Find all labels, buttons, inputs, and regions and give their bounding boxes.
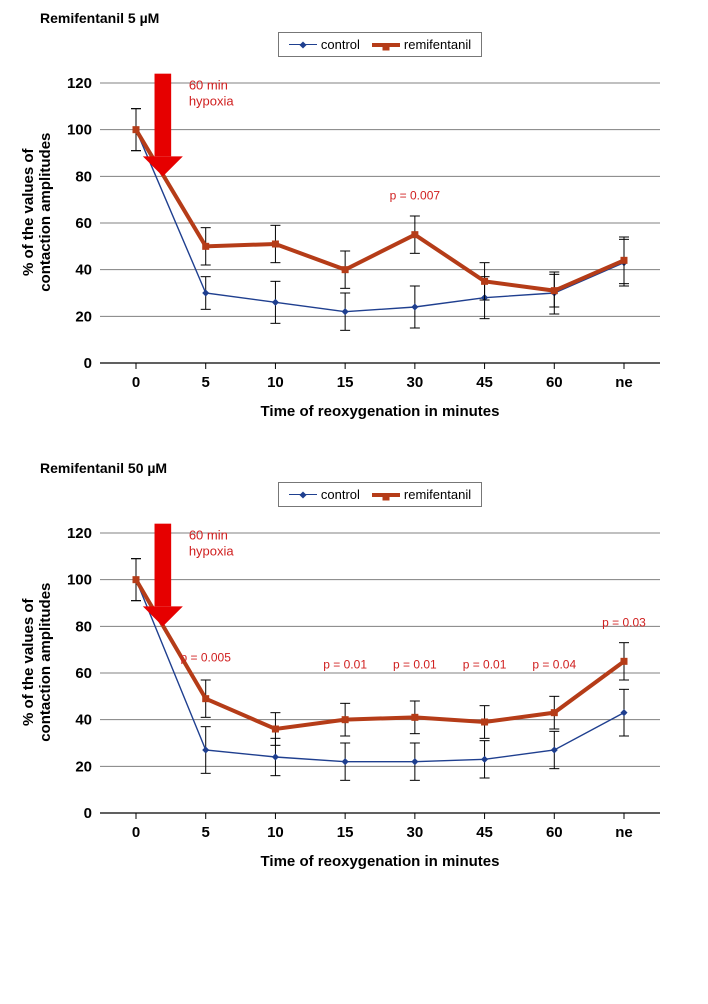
- svg-text:30: 30: [407, 374, 424, 391]
- svg-text:60: 60: [546, 374, 563, 391]
- chart-title: Remifentanil 50 µM: [40, 460, 698, 476]
- svg-text:0: 0: [84, 355, 92, 372]
- svg-text:5: 5: [202, 824, 210, 841]
- hypoxia-arrow-icon: [143, 524, 183, 627]
- svg-text:40: 40: [75, 262, 92, 279]
- legend: control remifentanil: [278, 32, 482, 57]
- legend-label: remifentanil: [404, 487, 471, 502]
- p-value-label: p = 0.01: [323, 657, 367, 671]
- legend-label: remifentanil: [404, 37, 471, 52]
- x-axis-label: Time of reoxygenation in minutes: [100, 853, 660, 870]
- chart-title: Remifentanil 5 µM: [40, 10, 698, 26]
- legend-item-control: control: [289, 37, 360, 52]
- svg-text:15: 15: [337, 374, 354, 391]
- legend-item-remifentanil: remifentanil: [372, 487, 471, 502]
- svg-text:5: 5: [202, 374, 210, 391]
- svg-text:0: 0: [84, 805, 92, 822]
- svg-text:60 min: 60 min: [189, 528, 228, 543]
- svg-text:10: 10: [267, 374, 284, 391]
- svg-text:60 min: 60 min: [189, 78, 228, 93]
- svg-text:0: 0: [132, 824, 140, 841]
- svg-text:100: 100: [67, 122, 92, 139]
- svg-text:100: 100: [67, 572, 92, 589]
- svg-text:ne: ne: [615, 374, 633, 391]
- svg-text:ne: ne: [615, 824, 633, 841]
- legend-item-remifentanil: remifentanil: [372, 37, 471, 52]
- p-value-label: p = 0.01: [393, 657, 437, 671]
- svg-text:60: 60: [75, 215, 92, 232]
- legend-item-control: control: [289, 487, 360, 502]
- svg-text:40: 40: [75, 712, 92, 729]
- chart-0: Remifentanil 5 µM control remifentanil % of…: [10, 10, 698, 420]
- p-value-label: p = 0.04: [532, 657, 576, 671]
- svg-text:15: 15: [337, 824, 354, 841]
- p-value-label: p = 0.03: [602, 615, 646, 629]
- svg-text:0: 0: [132, 374, 140, 391]
- svg-text:80: 80: [75, 618, 92, 635]
- p-value-label: p = 0.007: [390, 189, 441, 203]
- svg-text:60: 60: [75, 665, 92, 682]
- x-axis-label: Time of reoxygenation in minutes: [100, 403, 660, 420]
- p-value-label: p = 0.005: [181, 650, 232, 664]
- svg-text:20: 20: [75, 758, 92, 775]
- legend: control remifentanil: [278, 482, 482, 507]
- svg-text:30: 30: [407, 824, 424, 841]
- svg-text:20: 20: [75, 308, 92, 325]
- chart-1: Remifentanil 50 µM control remifentanil % o…: [10, 460, 698, 870]
- plot-svg: 0 20 40 60 80 100 120 0 5 10 15 30 45 60 ne 60 minhypox…: [10, 63, 680, 403]
- svg-text:hypoxia: hypoxia: [189, 94, 235, 109]
- svg-text:120: 120: [67, 525, 92, 542]
- legend-label: control: [321, 37, 360, 52]
- svg-text:45: 45: [476, 374, 493, 391]
- p-value-label: p = 0.01: [463, 657, 507, 671]
- svg-text:80: 80: [75, 168, 92, 185]
- legend-label: control: [321, 487, 360, 502]
- plot-svg: 0 20 40 60 80 100 120 0 5 10 15 30 45 60 ne 60 minhypox…: [10, 513, 680, 853]
- svg-text:60: 60: [546, 824, 563, 841]
- svg-text:45: 45: [476, 824, 493, 841]
- y-axis-label: % of the values ofcontaction amplitudes: [20, 533, 54, 791]
- svg-text:10: 10: [267, 824, 284, 841]
- y-axis-label: % of the values ofcontaction amplitudes: [20, 83, 54, 341]
- svg-text:hypoxia: hypoxia: [189, 544, 235, 559]
- svg-text:120: 120: [67, 75, 92, 92]
- hypoxia-arrow-icon: [143, 74, 183, 177]
